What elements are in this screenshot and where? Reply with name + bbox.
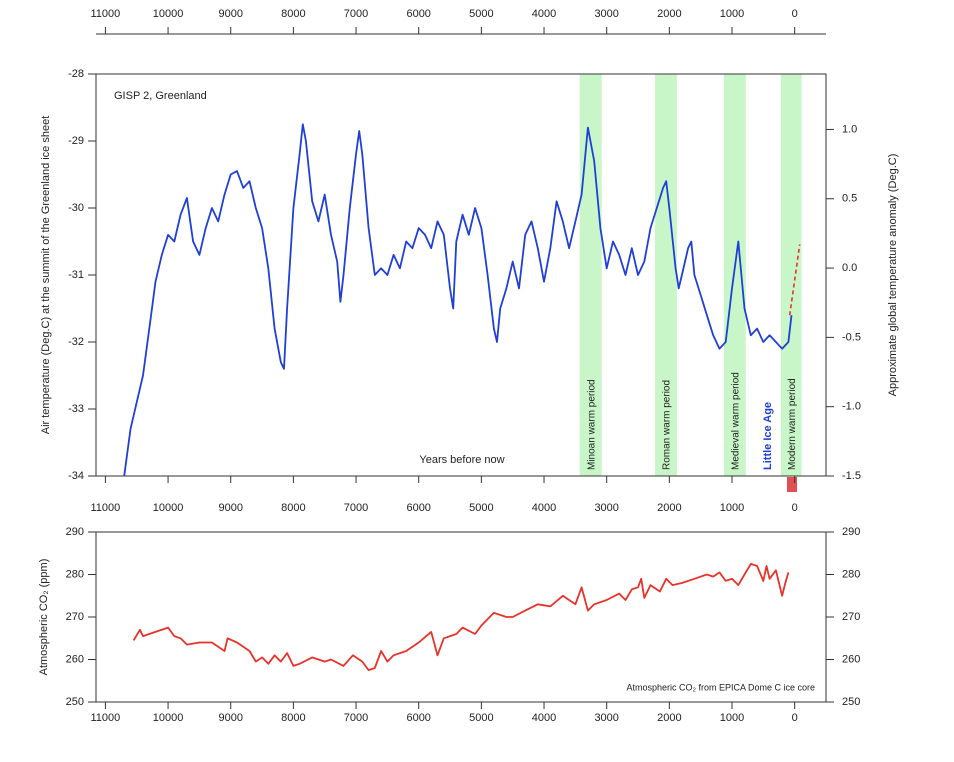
y2-tick-label: 0.5 [842,193,857,205]
y2-axis-title: Approximate global temperature anomaly (… [887,154,899,397]
x-tick-label: 5000 [469,502,493,514]
x-tick-label: 11000 [91,712,121,724]
x-tick-label: 8000 [281,502,305,514]
y-axis-title: Atmospheric CO₂ (ppm) [38,559,50,676]
y2-tick-label: -1.0 [842,401,861,413]
x-tick-label: 2000 [657,502,681,514]
data-line [788,244,801,316]
x-tick-label: 6000 [406,712,430,724]
x-tick-label: 4000 [532,502,556,514]
x-tick-label: 2000 [657,8,681,20]
x-tick-label: 10000 [153,712,184,724]
x-tick-label: 7000 [344,712,368,724]
x-tick-label: 4000 [532,712,556,724]
period-band [780,74,802,476]
y2-tick-label: -1.5 [842,470,861,482]
x-tick-label: 8000 [281,712,305,724]
x-tick-label: 4000 [532,8,556,20]
x-tick-label: 11000 [91,502,121,514]
x-tick-label: 3000 [594,502,618,514]
y-tick-label: 270 [66,611,84,623]
x-tick-label: 9000 [218,502,242,514]
y2-tick-label: 0.0 [842,262,857,274]
y-tick-label: 250 [66,696,84,708]
period-label: Minoan warm period [586,379,597,470]
x-tick-label: 5000 [469,8,493,20]
x-tick-label: 9000 [218,8,242,20]
x-tick-label: 0 [792,712,798,724]
period-label: Roman warm period [662,380,673,470]
x-tick-label: 6000 [406,8,430,20]
x-tick-label: 0 [792,502,798,514]
y-tick-label: 290 [66,526,84,538]
y2-tick-label: 250 [842,696,860,708]
x-tick-label: 11000 [91,8,121,20]
period-label: Modern warm period [787,378,798,470]
x-tick-label: 10000 [153,502,184,514]
x-tick-label: 1000 [720,712,744,724]
x-tick-label: 7000 [344,502,368,514]
x-tick-label: 1000 [720,502,744,514]
y2-tick-label: 270 [842,611,860,623]
data-line [123,123,793,477]
y-tick-label: -31 [68,269,84,281]
y-tick-label: -32 [68,336,84,348]
y-tick-label: -34 [68,470,84,482]
plot-frame [95,73,827,477]
period-band [723,74,746,476]
x-tick-label: 5000 [469,712,493,724]
y2-tick-label: 1.0 [842,123,857,135]
source-note: Atmospheric CO₂ from EPICA Dome C ice co… [626,682,815,692]
panel-label: GISP 2, Greenland [114,90,207,102]
y-tick-label: 280 [66,568,84,580]
y2-tick-label: -0.5 [842,331,861,343]
data-line [132,563,790,671]
y-tick-label: -28 [68,68,84,80]
y2-tick-label: 260 [842,653,860,665]
little-ice-age-label: Little Ice Age [762,402,774,470]
period-label: Medieval warm period [730,372,741,470]
plot-frame [95,531,827,703]
y2-tick-label: 280 [842,568,860,580]
y-tick-label: -33 [68,403,84,415]
x-tick-label: 2000 [657,712,681,724]
x-tick-label: 3000 [594,712,618,724]
x-tick-label: 7000 [344,8,368,20]
y-axis-title: Air temperature (Deg.C) at the summit of… [40,116,52,435]
x-tick-label: 9000 [218,712,242,724]
period-band [654,74,677,476]
x-tick-label: 3000 [594,8,618,20]
x-tick-label: 8000 [281,8,305,20]
y-tick-label: -29 [68,135,84,147]
y-tick-label: 260 [66,653,84,665]
x-tick-label: 10000 [153,8,184,20]
x-tick-label: 6000 [406,502,430,514]
x-tick-label: 1000 [720,8,744,20]
modern-marker [787,477,797,492]
x-tick-label: 0 [792,8,798,20]
y2-tick-label: 290 [842,526,860,538]
y-tick-label: -30 [68,202,84,214]
x-axis-note: Years before now [419,454,504,466]
